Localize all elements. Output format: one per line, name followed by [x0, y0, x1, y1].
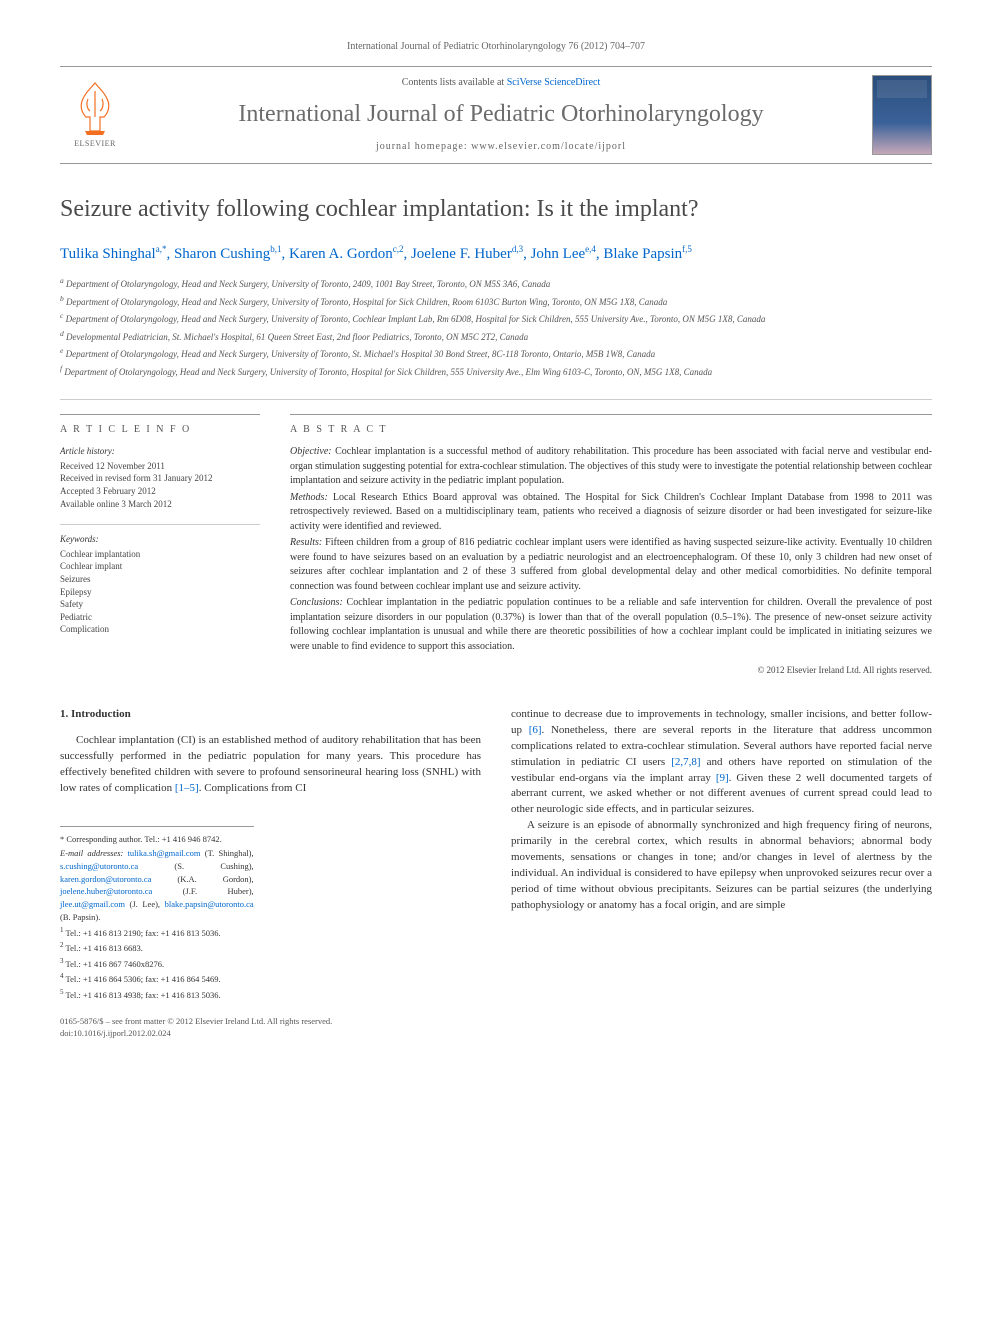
affiliation: b Department of Otolaryngology, Head and…	[60, 293, 932, 310]
contents-prefix: Contents lists available at	[402, 77, 507, 88]
doi-line: doi:10.1016/j.ijporl.2012.02.024	[60, 1028, 481, 1040]
keyword: Complication	[60, 623, 260, 636]
citation-link[interactable]: [1–5]	[175, 782, 199, 794]
history-item: Received in revised form 31 January 2012	[60, 472, 260, 485]
text: . Complications from CI	[199, 782, 307, 794]
citation-link[interactable]: [6]	[529, 724, 542, 736]
intro-heading: 1. Introduction	[60, 707, 481, 723]
journal-cover-thumbnail[interactable]	[872, 75, 932, 155]
right-column: continue to decrease due to improvements…	[511, 707, 932, 1040]
footnotes: * Corresponding author. Tel.: +1 416 946…	[60, 826, 254, 1001]
email-link[interactable]: jlee.ut@gmail.com	[60, 899, 125, 909]
history-item: Available online 3 March 2012	[60, 498, 260, 511]
email-link[interactable]: s.cushing@utoronto.ca	[60, 861, 138, 871]
authors-list: Tulika Shinghala,*, Sharon Cushingb,1, K…	[60, 243, 932, 265]
article-info: A R T I C L E I N F O Article history: R…	[60, 414, 260, 677]
keyword: Seizures	[60, 573, 260, 586]
email-link[interactable]: joelene.huber@utoronto.ca	[60, 886, 152, 896]
intro-para-1-right: continue to decrease due to improvements…	[511, 707, 932, 819]
keyword: Cochlear implantation	[60, 548, 260, 561]
email-link[interactable]: karen.gordon@utoronto.ca	[60, 874, 151, 884]
intro-para-2: A seizure is an episode of abnormally sy…	[511, 818, 932, 914]
keywords-heading: Keywords:	[60, 533, 260, 546]
footnote-tel: 5 Tel.: +1 416 813 4938; fax: +1 416 813…	[60, 987, 254, 1002]
keyword: Epilepsy	[60, 586, 260, 599]
citation-header: International Journal of Pediatric Otorh…	[60, 40, 932, 54]
front-matter-line: 0165-5876/$ – see front matter © 2012 El…	[60, 1016, 481, 1028]
email-link[interactable]: tulika.sh@gmail.com	[128, 848, 201, 858]
affiliation: f Department of Otolaryngology, Head and…	[60, 363, 932, 380]
abstract-section: Results: Fifteen children from a group o…	[290, 536, 932, 594]
affiliations: a Department of Otolaryngology, Head and…	[60, 275, 932, 379]
abstract-section: Conclusions: Cochlear implantation in th…	[290, 596, 932, 654]
sciencedirect-link[interactable]: SciVerse ScienceDirect	[507, 77, 601, 88]
elsevier-tree-icon	[70, 81, 120, 136]
elsevier-logo[interactable]: ELSEVIER	[60, 75, 130, 155]
affiliation: c Department of Otolaryngology, Head and…	[60, 310, 932, 327]
abstract-copyright: © 2012 Elsevier Ireland Ltd. All rights …	[290, 664, 932, 677]
abstract: A B S T R A C T Objective: Cochlear impl…	[290, 414, 932, 677]
footnote-tel: 4 Tel.: +1 416 864 5306; fax: +1 416 864…	[60, 971, 254, 986]
abstract-section: Objective: Cochlear implantation is a su…	[290, 445, 932, 489]
masthead: ELSEVIER Contents lists available at Sci…	[60, 66, 932, 164]
history-item: Accepted 3 February 2012	[60, 485, 260, 498]
homepage-line: journal homepage: www.elsevier.com/locat…	[146, 140, 856, 154]
keyword: Pediatric	[60, 611, 260, 624]
left-column: 1. Introduction Cochlear implantation (C…	[60, 707, 481, 1040]
journal-name: International Journal of Pediatric Otorh…	[146, 98, 856, 132]
citation-link[interactable]: [9]	[716, 772, 729, 784]
masthead-center: Contents lists available at SciVerse Sci…	[146, 76, 856, 154]
homepage-prefix: journal homepage:	[376, 141, 471, 152]
history-item: Received 12 November 2011	[60, 460, 260, 473]
footnote-tel: 3 Tel.: +1 416 867 7460x8276.	[60, 956, 254, 971]
footer-meta: 0165-5876/$ – see front matter © 2012 El…	[60, 1016, 481, 1040]
corresponding-author: * Corresponding author. Tel.: +1 416 946…	[60, 833, 254, 846]
affiliation: d Developmental Pediatrician, St. Michae…	[60, 328, 932, 345]
keyword: Cochlear implant	[60, 560, 260, 573]
homepage-url[interactable]: www.elsevier.com/locate/ijporl	[471, 141, 626, 152]
affiliation: e Department of Otolaryngology, Head and…	[60, 345, 932, 362]
footnote-tel: 2 Tel.: +1 416 813 6683.	[60, 940, 254, 955]
article-info-heading: A R T I C L E I N F O	[60, 423, 197, 437]
elsevier-label: ELSEVIER	[74, 138, 116, 149]
citation-link[interactable]: [2,7,8]	[671, 756, 700, 768]
intro-para-1-left: Cochlear implantation (CI) is an establi…	[60, 733, 481, 797]
email-addresses: E-mail addresses: tulika.sh@gmail.com (T…	[60, 847, 254, 924]
footnote-tel: 1 Tel.: +1 416 813 2190; fax: +1 416 813…	[60, 925, 254, 940]
article-title: Seizure activity following cochlear impl…	[60, 194, 932, 225]
abstract-section: Methods: Local Research Ethics Board app…	[290, 491, 932, 535]
contents-line: Contents lists available at SciVerse Sci…	[146, 76, 856, 90]
history-heading: Article history:	[60, 445, 260, 458]
affiliation: a Department of Otolaryngology, Head and…	[60, 275, 932, 292]
body-columns: 1. Introduction Cochlear implantation (C…	[60, 707, 932, 1040]
email-link[interactable]: blake.papsin@utoronto.ca	[165, 899, 254, 909]
keyword: Safety	[60, 598, 260, 611]
abstract-heading: A B S T R A C T	[290, 423, 394, 437]
